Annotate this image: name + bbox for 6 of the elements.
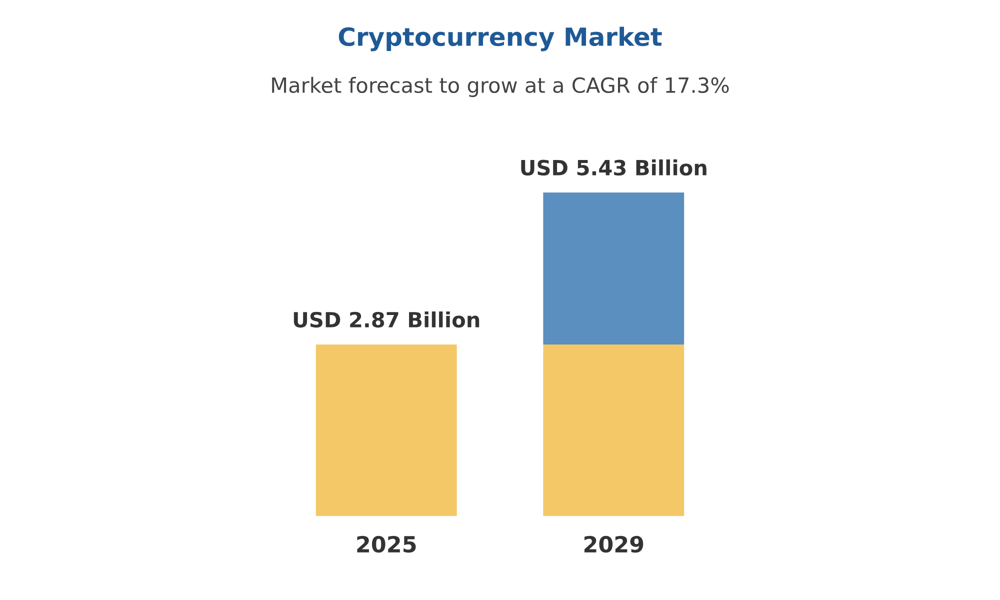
x-tick-label: 2025 xyxy=(357,536,416,553)
chart-subtitle: Market forecast to grow at a CAGR of 17.3% xyxy=(272,76,729,98)
total-label: USD 5.43 Billion xyxy=(521,159,706,176)
x-tick-label: 2029 xyxy=(584,536,644,553)
total-label: USD 2.87 Billion xyxy=(294,311,480,328)
chart-title: Cryptocurrency Market xyxy=(338,26,662,52)
